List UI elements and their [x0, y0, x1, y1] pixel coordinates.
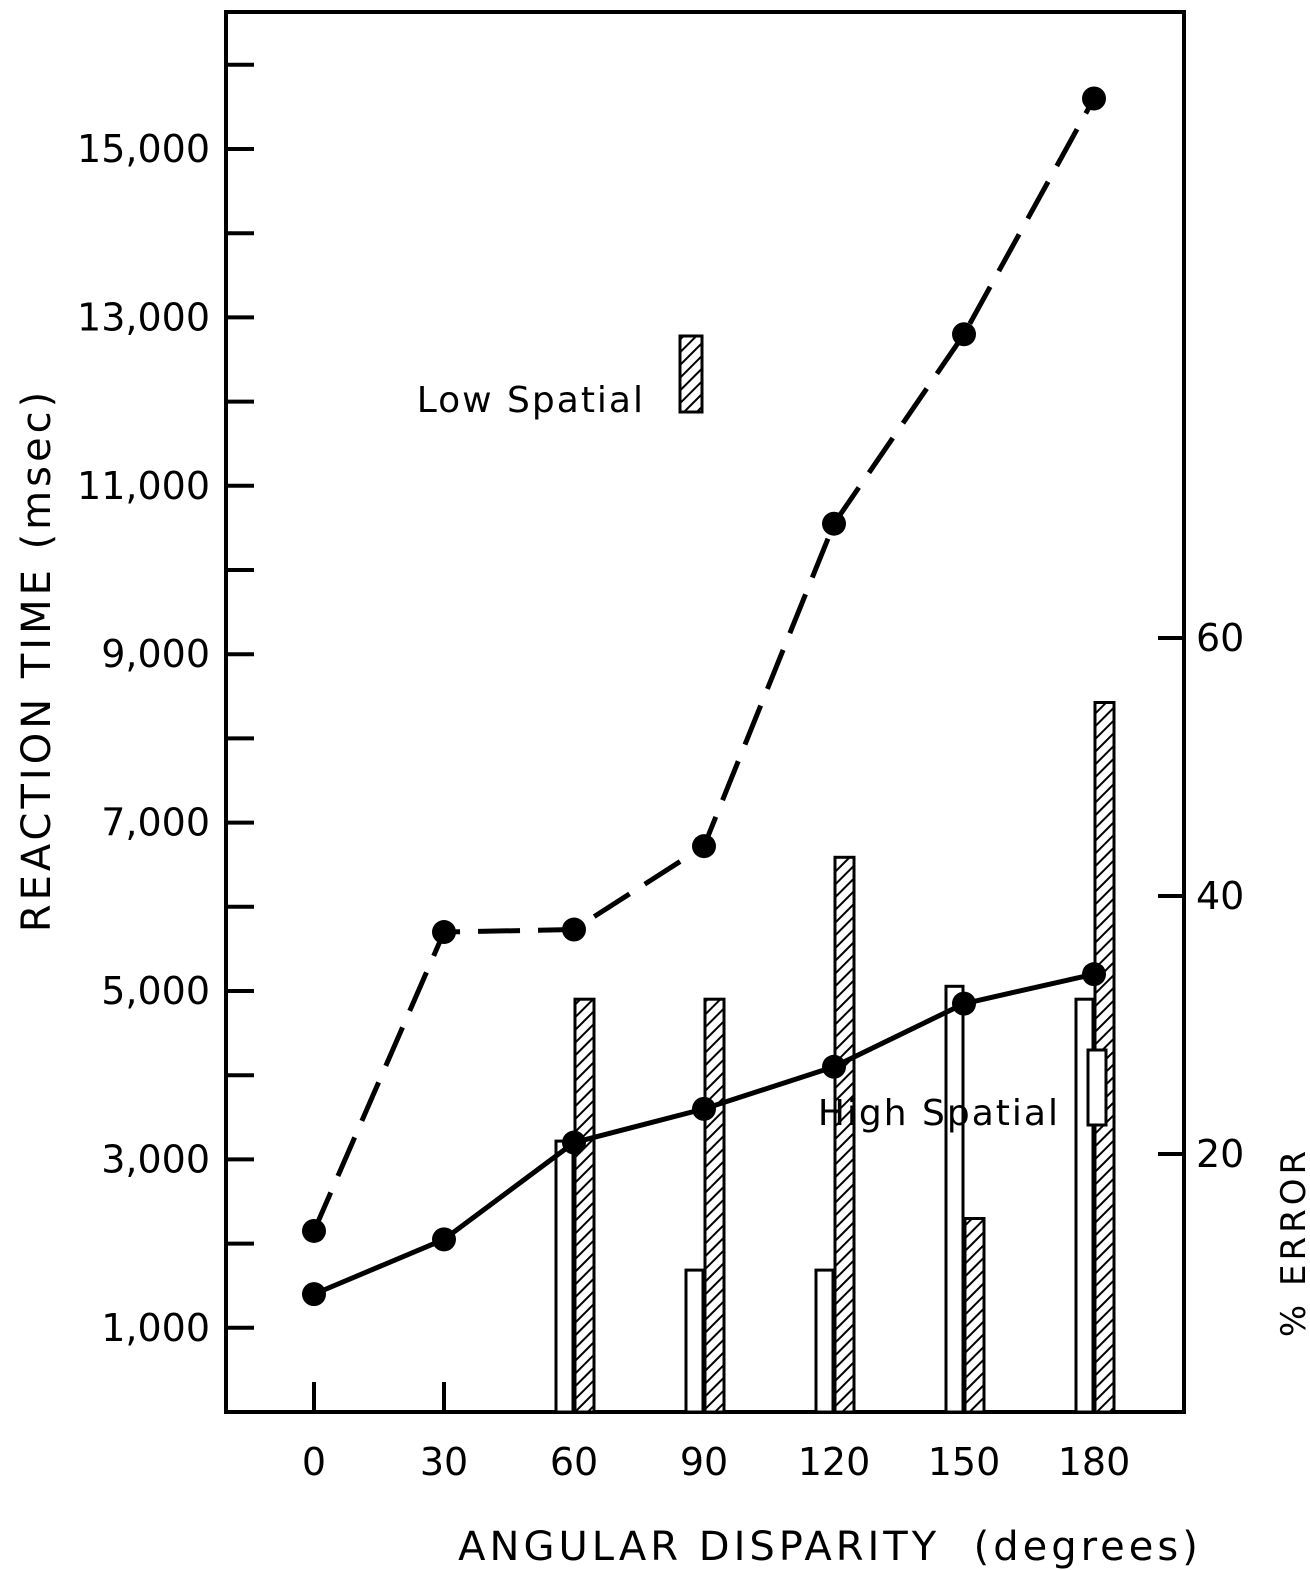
low-spatial-point: [952, 322, 976, 347]
high-spatial-point: [432, 1227, 456, 1252]
x-tick-label: 60: [550, 1440, 598, 1484]
error-bar-low-spatial: [703, 997, 726, 1414]
y-axis-title: REACTION TIME (msec): [14, 388, 60, 932]
error-bar-low-spatial: [833, 855, 856, 1414]
legend-open-swatch: [1086, 1048, 1108, 1127]
error-bar-high-spatial: [684, 1268, 705, 1414]
x-tick-label: 30: [420, 1440, 468, 1484]
y-tick-label: 11,000: [77, 464, 210, 508]
series-points: [302, 86, 1106, 1307]
legend-hatched-swatch: [678, 334, 704, 414]
y-tick-label: 9,000: [101, 632, 210, 676]
error-bar-low-spatial: [573, 997, 596, 1414]
low-spatial-point: [1082, 86, 1106, 111]
y2-axis-title: % ERROR: [1274, 1147, 1310, 1337]
y-tick-label: 7,000: [101, 801, 210, 845]
legend-low-spatial: Low Spatial: [417, 334, 704, 421]
error-bar-high-spatial: [944, 984, 965, 1414]
high-spatial-point: [952, 991, 976, 1016]
low-spatial-point: [302, 1218, 326, 1243]
high-spatial-point: [562, 1130, 586, 1155]
y2-axis-ticks: 20 40 60: [1158, 616, 1244, 1176]
error-bar-low-spatial: [963, 1217, 986, 1414]
low-spatial-point: [692, 834, 716, 859]
y-axis-ticks: 1,000 3,000 5,000 7,000 9,000 11,000 13,000 15,…: [77, 62, 254, 1350]
y-tick-label: 5,000: [101, 969, 210, 1013]
legend-high-spatial: High Spatial: [818, 1048, 1108, 1134]
x-tick-label: 120: [798, 1440, 871, 1484]
error-bar-high-spatial: [814, 1268, 835, 1414]
y2-tick-label: 60: [1196, 616, 1244, 660]
y2-tick-label: 40: [1196, 874, 1244, 918]
y-tick-label: 15,000: [77, 127, 210, 171]
high-spatial-point: [822, 1054, 846, 1079]
low-spatial-point: [432, 920, 456, 945]
legend-low-spatial-label: Low Spatial: [417, 380, 645, 421]
x-tick-label: 90: [680, 1440, 728, 1484]
y2-tick-label: 20: [1196, 1132, 1244, 1176]
high-spatial-point: [1082, 962, 1106, 987]
y-tick-label: 13,000: [77, 295, 210, 339]
high-spatial-point: [692, 1096, 716, 1121]
high-spatial-point: [302, 1282, 326, 1307]
y-tick-label: 1,000: [101, 1306, 210, 1350]
x-tick-label: 0: [302, 1440, 326, 1484]
low-spatial-point: [562, 917, 586, 942]
x-tick-label: 150: [928, 1440, 1001, 1484]
x-axis-title: ANGULAR DISPARITY (degrees): [458, 1524, 1202, 1570]
low-spatial-point: [822, 511, 846, 536]
x-axis-ticks: 0 30 60 90 120 150 180: [302, 1382, 1130, 1484]
error-bar-high-spatial: [554, 1139, 575, 1414]
x-tick-label: 180: [1058, 1440, 1131, 1484]
y-tick-label: 3,000: [101, 1137, 210, 1181]
legend-high-spatial-label: High Spatial: [818, 1093, 1060, 1134]
error-bars: [554, 701, 1116, 1414]
